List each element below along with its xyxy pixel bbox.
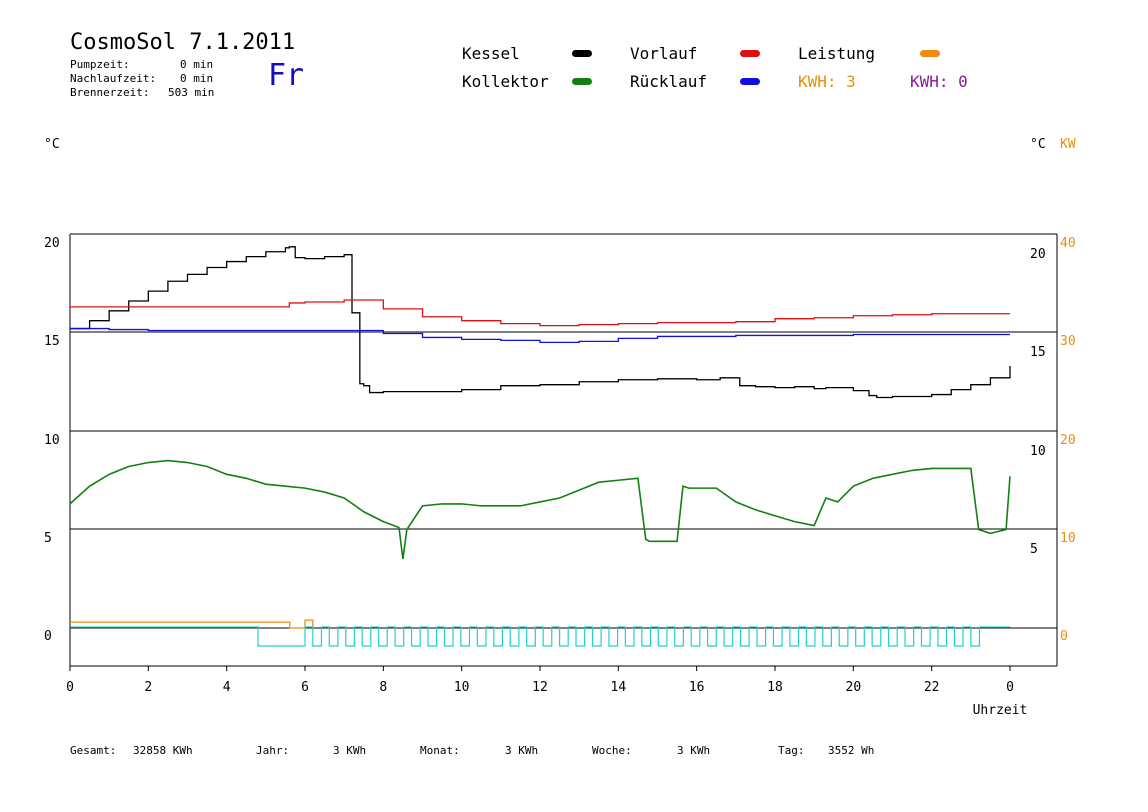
burner-time-label: Brennerzeit: [70,86,150,99]
left-unit-label: °C [44,137,60,152]
y-tick-kw-0-4: 0 [1060,629,1068,644]
legend-leistung-label: Leistung [798,44,876,63]
y-tick-left-5: 5 [44,531,52,546]
right-unit-label: °C [1030,137,1046,152]
y-tick-left-10: 10 [44,433,60,448]
series-line-leistung [70,619,314,629]
footer-year-value: 3 KWh [333,744,367,757]
after-run-time-value: 0 min [180,72,214,85]
legend-kessel-swatch [572,50,592,57]
y-tick-left-20: 20 [44,236,60,251]
series-line-rcklauf [70,327,1010,343]
weekday-label: Fr [268,58,305,93]
x-tick-label-9: 18 [767,680,783,695]
legend-kwh1-value: 3 [846,72,856,91]
footer-total-label: Gesamt: [70,744,117,757]
x-tick-label-6: 12 [532,680,548,695]
x-tick-label-7: 14 [611,680,627,695]
footer-month-label: Monat: [420,744,460,757]
legend-kwh2-label: KWH: 0 [910,72,968,91]
y-tick-kw-40-0: 40 [1060,236,1076,251]
x-tick-label-12: 0 [1006,680,1014,695]
x-tick-label-3: 6 [301,680,309,695]
y-tick-left-15: 15 [44,334,60,349]
footer-year-label: Jahr: [256,744,290,757]
legend-kwh1-label: KWH: 3 [798,72,856,91]
legend-kollektor-label: Kollektor [462,72,549,91]
y-tick-kw-30-1: 30 [1060,334,1076,349]
y-tick-right-5: 5 [1030,542,1038,557]
x-tick-label-11: 22 [924,680,940,695]
x-tick-label-1: 2 [144,680,152,695]
legend-kessel-label: Kessel [462,44,520,63]
legend-leistung-swatch [920,50,940,57]
pump-time-value: 0 min [180,58,214,71]
x-tick-label-4: 8 [379,680,387,695]
footer-day-value: 3552 Wh [828,744,875,757]
y-tick-right-10: 10 [1030,444,1046,459]
chart-title: CosmoSol 7.1.2011 [70,30,296,55]
legend-kwh2-value: 0 [958,72,968,91]
x-tick-label-0: 0 [66,680,74,695]
legend-vorlauf-swatch [740,50,760,57]
x-axis-title: Uhrzeit [973,703,1028,718]
legend-vorlauf-label: Vorlauf [630,44,698,63]
after-run-time-label: Nachlaufzeit: [70,72,157,85]
y-tick-kw-10-3: 10 [1060,531,1076,546]
pump-state-trace [70,626,1010,647]
legend-ruecklauf-label: Rücklauf [630,72,708,91]
x-tick-label-10: 20 [846,680,862,695]
series-line-kessel [70,246,1011,399]
y-tick-left-0: 0 [44,629,52,644]
y-tick-kw-20-2: 20 [1060,433,1076,448]
footer-week-label: Woche: [592,744,632,757]
right-kw-unit-label: KW [1060,137,1076,152]
footer-day-label: Tag: [778,744,805,757]
series-line-kollektor [69,459,1011,560]
series-line-vorlauf [70,299,1010,327]
x-tick-label-2: 4 [223,680,231,695]
footer-month-value: 3 KWh [505,744,539,757]
footer-week-value: 3 KWh [677,744,711,757]
pump-time-label: Pumpzeit: [70,58,130,71]
legend-kollektor-swatch [572,78,592,85]
legend-ruecklauf-swatch [740,78,760,85]
footer-total-value: 32858 KWh [133,744,193,757]
y-tick-right-20: 20 [1030,247,1046,262]
y-tick-right-15: 15 [1030,345,1046,360]
x-tick-label-5: 10 [454,680,470,695]
burner-time-value: 503 min [168,86,215,99]
x-tick-label-8: 16 [689,680,705,695]
